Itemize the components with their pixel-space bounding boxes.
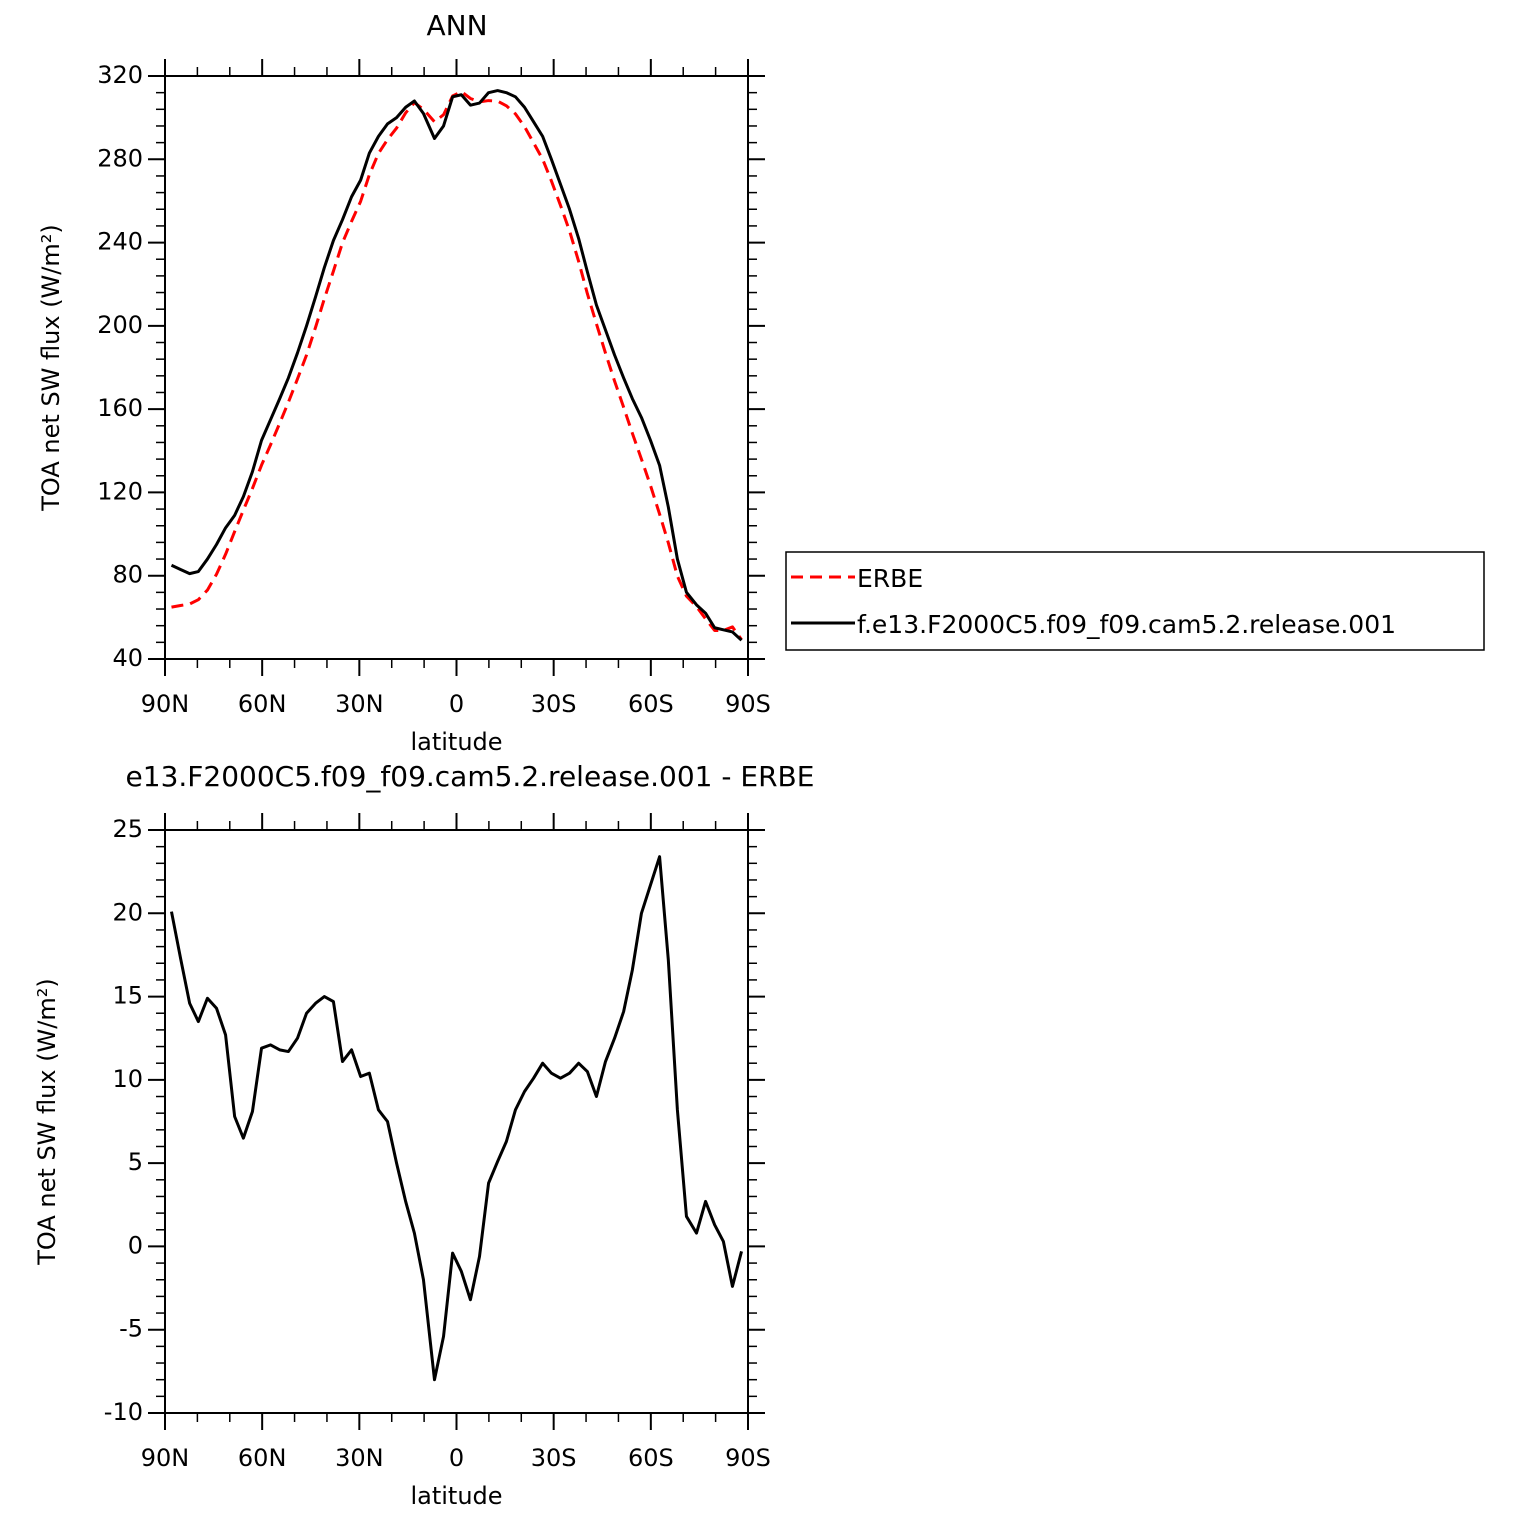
plot-frame [164, 829, 749, 1414]
x-tick-label: 30S [531, 1444, 577, 1472]
y-tick-label: 80 [112, 561, 143, 589]
y-tick-label: 240 [97, 228, 143, 256]
x-tick-label: 0 [449, 1444, 464, 1472]
x-axis-label: latitude [410, 728, 502, 756]
x-tick-label: 30S [531, 690, 577, 718]
y-tick-label: 20 [112, 898, 143, 926]
x-tick-label: 90N [141, 690, 190, 718]
chart-title: e13.F2000C5.f09_f09.cam5.2.release.001 -… [126, 760, 815, 793]
data-line [171, 90, 743, 641]
x-tick-label: 90N [141, 1444, 190, 1472]
y-axis-label: TOA net SW flux (W/m²) [37, 224, 65, 512]
x-tick-label: 60N [238, 690, 287, 718]
y-tick-label: 120 [97, 477, 143, 505]
x-tick-label: 60N [238, 1444, 287, 1472]
x-tick-label: 90S [725, 690, 771, 718]
y-tick-label: 25 [112, 815, 143, 843]
x-tick-label: 60S [628, 1444, 674, 1472]
x-tick-label: 60S [628, 690, 674, 718]
y-tick-label: -10 [104, 1398, 143, 1426]
legend-label: ERBE [857, 564, 923, 593]
y-tick-label: 15 [112, 982, 143, 1010]
y-tick-label: 40 [112, 644, 143, 672]
legend-label: f.e13.F2000C5.f09_f09.cam5.2.release.001 [857, 610, 1396, 639]
y-tick-label: 5 [128, 1148, 143, 1176]
y-tick-label: 320 [97, 61, 143, 89]
chart-title: ANN [426, 9, 487, 42]
x-tick-label: 0 [449, 690, 464, 718]
plot-frame [164, 75, 749, 660]
y-tick-label: 200 [97, 311, 143, 339]
y-axis-label: TOA net SW flux (W/m²) [33, 978, 61, 1266]
legend-box [785, 551, 1485, 651]
y-tick-label: 280 [97, 144, 143, 172]
y-tick-label: 160 [97, 394, 143, 422]
x-tick-label: 30N [335, 1444, 384, 1472]
y-tick-label: 10 [112, 1065, 143, 1093]
data-line [170, 855, 743, 1382]
x-axis-label: latitude [410, 1482, 502, 1510]
data-line [170, 89, 743, 642]
y-tick-label: -5 [119, 1315, 143, 1343]
y-tick-label: 0 [128, 1231, 143, 1259]
x-tick-label: 90S [725, 1444, 771, 1472]
x-tick-label: 30N [335, 690, 384, 718]
